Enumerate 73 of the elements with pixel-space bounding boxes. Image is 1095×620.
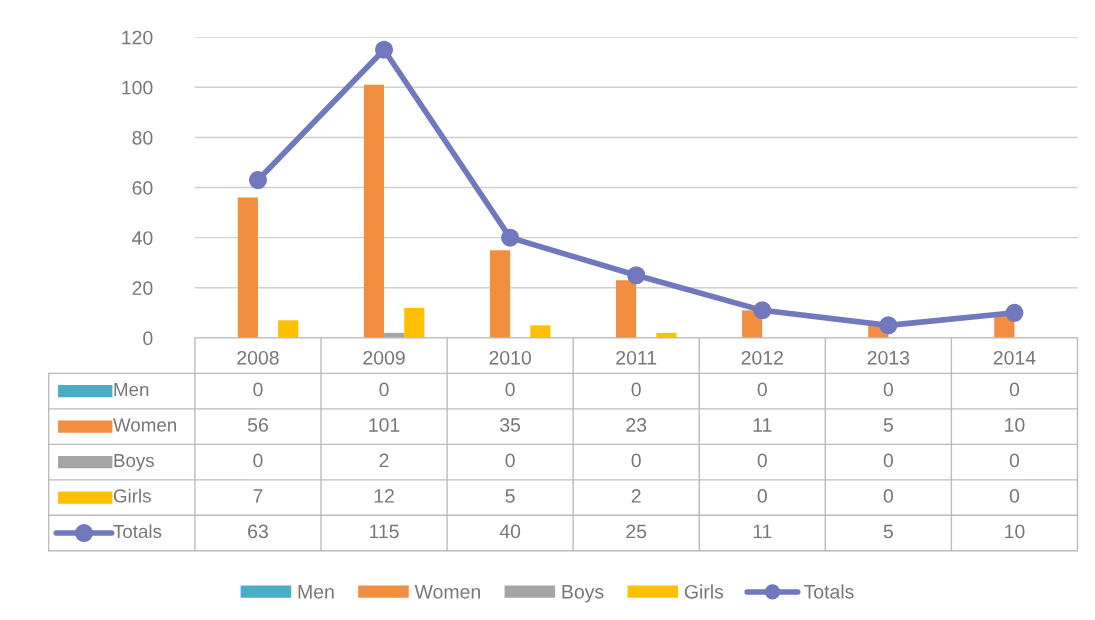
legend-label: Men	[114, 383, 149, 397]
text: Totals	[804, 584, 854, 599]
data-label: 0	[505, 382, 515, 397]
y-tick-label: 120	[122, 30, 153, 45]
bar	[616, 280, 637, 338]
point	[879, 316, 898, 335]
point	[248, 171, 267, 190]
x-tick-label: 2011	[616, 350, 657, 365]
data-label: 10	[1005, 524, 1025, 539]
y-tick-label: 0	[143, 331, 153, 346]
x-tick-label: 2008	[237, 350, 279, 365]
bar	[530, 325, 551, 338]
data-label: 0	[253, 382, 263, 397]
data-label: 0	[883, 453, 893, 468]
y-tick-label: 100	[122, 80, 153, 95]
data-label: 0	[631, 382, 641, 397]
x-tick-label: 2014	[993, 350, 1036, 365]
x-tick-label: 2012	[741, 350, 783, 365]
data-label: 5	[505, 489, 515, 503]
data-label: 115	[370, 524, 399, 539]
bar	[489, 250, 511, 338]
data-label: 0	[757, 382, 767, 397]
text: Girls	[684, 584, 724, 599]
data-label: 2	[379, 453, 389, 468]
x-tick-label: 2010	[489, 350, 531, 365]
bar	[278, 320, 299, 338]
point	[1005, 303, 1024, 322]
data-label: 10	[1005, 418, 1025, 432]
legend-label: Totals	[113, 524, 162, 539]
text: Boys	[562, 585, 604, 603]
text: Women	[414, 585, 480, 599]
data-label: 0	[757, 489, 767, 503]
data-label: 0	[253, 453, 263, 468]
data-label: 0	[1009, 489, 1020, 503]
data-label: 5	[883, 418, 893, 432]
data-label: 0	[883, 489, 893, 503]
data-label: 63	[248, 524, 268, 539]
y-tick-label: 40	[132, 231, 153, 245]
x-tick-label: 2009	[363, 350, 405, 365]
x-tick-label: 2013	[867, 350, 910, 365]
data-label: 5	[883, 524, 893, 539]
data-label: 35	[500, 418, 521, 432]
data-label: 0	[631, 453, 641, 468]
data-label: 0	[505, 453, 515, 468]
bar	[363, 84, 385, 338]
data-label: 40	[499, 524, 521, 539]
y-tick-label: 20	[132, 281, 153, 296]
data-label: 25	[626, 524, 647, 539]
data-label: 11	[753, 524, 772, 539]
data-label: 56	[247, 418, 268, 432]
point	[375, 40, 394, 59]
point	[627, 266, 646, 285]
y-tick-label: 80	[132, 130, 153, 145]
data-label: 101	[369, 418, 400, 432]
data-label: 12	[374, 489, 394, 503]
y-tick-label: 60	[132, 181, 153, 195]
point	[753, 301, 772, 320]
data-label: 0	[1009, 453, 1020, 468]
data-label: 7	[253, 489, 263, 503]
legend-label: Girls	[113, 488, 151, 503]
legend-label: Boys	[114, 454, 154, 471]
data-label: 0	[883, 382, 893, 397]
legend-label: Women	[113, 418, 177, 432]
data-label: 11	[753, 418, 772, 432]
data-label: 23	[626, 418, 647, 432]
data-label: 0	[757, 453, 767, 468]
bar	[237, 197, 258, 338]
bar	[404, 307, 425, 338]
point	[501, 228, 520, 247]
data-label: 0	[379, 382, 389, 397]
data-label: 0	[1009, 382, 1020, 397]
data-label: 2	[631, 489, 641, 503]
text: Men	[298, 585, 334, 599]
